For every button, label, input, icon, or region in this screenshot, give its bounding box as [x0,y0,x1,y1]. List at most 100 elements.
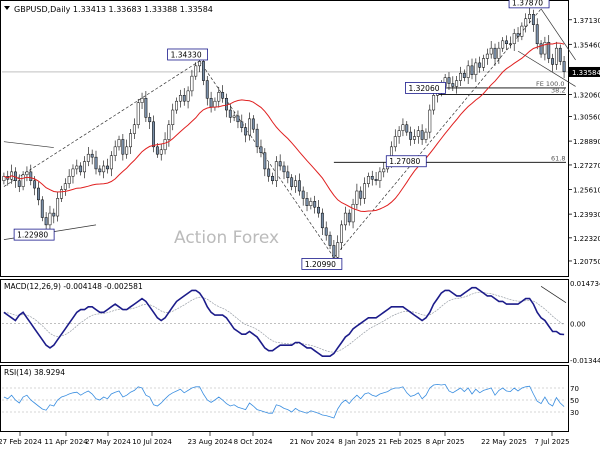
candle-body [251,118,255,130]
price-callout-label: 1.37870 [512,0,543,7]
candle-body [44,217,48,226]
candle-body [508,43,512,45]
candle-body [535,24,539,45]
candle-body [317,206,320,214]
price-callout-label: 1.22980 [17,231,48,240]
candle-body [282,165,286,173]
fib-level-label: 61.8 [551,154,565,162]
candle-body [516,33,520,37]
candle-body [163,139,167,151]
candle-body [328,234,332,246]
dashed-trend-line [333,8,542,258]
candle-body [294,180,297,187]
candle-body [175,100,179,111]
candle-body [462,72,466,78]
price-tick-label: 1.37130 [573,17,600,25]
price-callout-box [385,155,427,168]
x-tick-label: 11 Apr 2024 [44,438,88,446]
candle-body [117,139,121,148]
candle-body [309,201,313,206]
candle-body [497,47,501,59]
candle-body [248,118,251,136]
x-tick-label: 21 Nov 2024 [290,438,335,446]
price-tick-label: 1.22320 [573,235,600,243]
macd-tick-label: 0.014734 [570,280,600,288]
candle-body [194,65,198,77]
x-tick-label: 8 Jan 2025 [338,438,376,446]
fib-level-label: FE 100.0 [536,80,565,88]
macd-panel-frame [0,279,569,363]
candle-body [21,174,25,187]
candle-body [278,161,282,167]
candle-body [155,146,159,155]
channel-line [540,8,576,61]
candle-body [451,83,455,87]
candle-body [56,198,60,217]
x-tick-label: 23 Aug 2024 [188,438,233,446]
candle-body [271,176,274,181]
candle-body [286,171,290,179]
candle-body [405,124,409,133]
price-callout-label: 1.32060 [408,84,439,93]
candle-body [547,42,551,59]
rsi-tick-label: 70 [570,385,579,393]
candle-body [60,189,63,199]
candle-body [129,133,132,148]
x-tick-label: 22 May 2025 [481,438,527,446]
candle-body [332,245,336,258]
candle-body [343,212,347,226]
price-callout-label: 1.27080 [389,157,420,166]
candle-body [320,212,324,229]
header-arrow-icon [4,6,10,10]
candle-body [428,109,432,133]
current-price-tag [568,66,600,77]
candle-body [217,92,221,102]
candle-body [478,62,482,68]
candle-body [221,92,225,99]
candle-body [132,124,136,134]
candle-body [236,115,240,123]
candle-body [459,72,462,81]
candle-body [340,224,343,243]
candle-body [370,176,374,180]
candle-body [167,124,171,140]
candle-body [474,62,478,75]
candle-body [551,58,555,65]
macd-line [3,286,565,358]
candle-body [505,40,508,45]
candle-body [159,149,163,155]
candle-body [259,146,263,153]
price-callout-box [13,228,55,241]
candle-body [125,146,129,155]
candle-body [205,80,209,99]
candle-body [520,25,524,37]
candle-body [489,47,493,55]
price-callout-label: 1.34330 [171,50,202,59]
candle-body [485,53,489,59]
candle-body [401,124,405,131]
candle-body [382,168,386,173]
candle-body [86,153,90,162]
candle-body [33,180,37,189]
price-callout-box [508,0,550,9]
candle-body [482,58,485,68]
price-tick-label: 1.28890 [573,138,600,146]
price-callout-box [167,48,208,61]
candle-body [140,97,144,103]
candle-body [225,97,228,111]
fib-level-label: 38.2 [551,86,565,94]
price-tick-label: 1.27270 [573,162,600,170]
candle-body [136,102,140,125]
candle-body [178,95,182,102]
candle-body [539,43,543,55]
candle-body [366,176,370,184]
candle-body [244,127,248,136]
candle-body [290,177,294,187]
candle-body [37,187,40,201]
candle-body [267,168,271,177]
candle-body [40,199,44,218]
dashed-trend-line [3,60,200,187]
candle-body [351,204,355,223]
chart-header: GBPUSD,Daily 1.33413 1.33683 1.33388 1.3… [14,5,213,14]
x-tick-label: 10 Jul 2024 [132,438,172,446]
